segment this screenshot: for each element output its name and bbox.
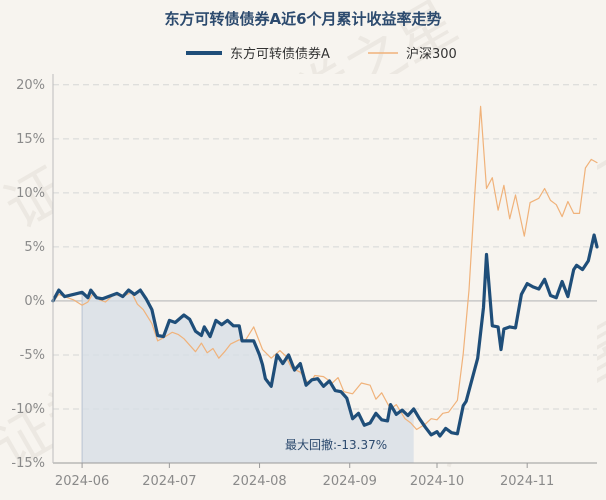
x-tick-label: 2024-09 (323, 474, 377, 489)
legend-label-benchmark: 沪深300 (406, 46, 457, 62)
y-tick-label: 5% (24, 240, 45, 255)
y-tick-label: -10% (11, 402, 45, 417)
y-tick-label: 20% (16, 78, 45, 93)
x-tick-label: 2024-07 (142, 474, 196, 489)
y-tick-label: 10% (16, 186, 45, 201)
legend-label-fund: 东方可转债债券A (230, 46, 330, 62)
legend: 东方可转债债券A 沪深300 (186, 46, 457, 62)
series-line-benchmark (52, 105, 598, 431)
y-tick-label: -15% (11, 456, 45, 471)
y-tick-label: 0% (24, 294, 45, 309)
x-tick-label: 2024-06 (55, 474, 109, 489)
axes: 20% 15% 10% 5% 0% -5% -10% -15% 2024-06 2024-07 20… (11, 74, 597, 489)
x-tick-label: 2024-11 (500, 474, 554, 489)
series-lines (51, 105, 599, 438)
x-tick-label: 2024-10 (410, 474, 464, 489)
max-drawdown-label: 最大回撤:-13.37% (285, 437, 387, 452)
y-tick-label: -5% (20, 348, 45, 363)
series-line-fund (51, 233, 599, 438)
chart-title: 东方可转债债券A近6个月累计收益率走势 (164, 10, 441, 28)
y-tick-label: 15% (16, 132, 45, 147)
x-tick-label: 2024-08 (232, 474, 286, 489)
